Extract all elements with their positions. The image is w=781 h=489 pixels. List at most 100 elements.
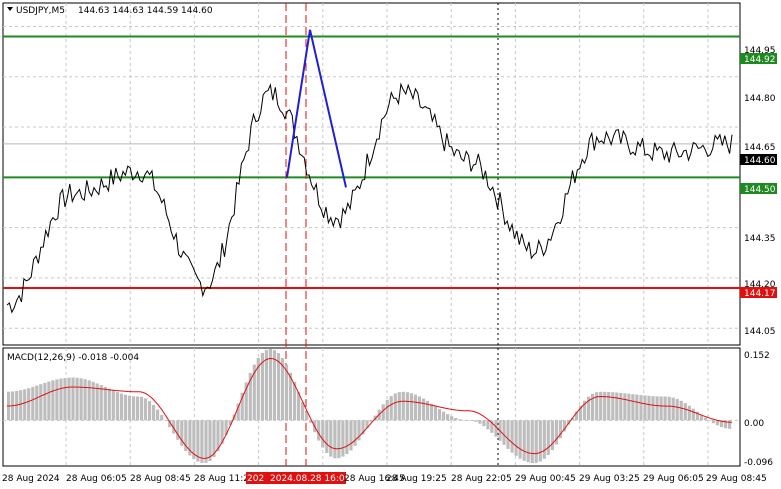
macd-histogram-bar: [462, 420, 466, 421]
macd-histogram-bar: [482, 420, 486, 427]
macd-histogram-bar: [135, 396, 140, 421]
macd-histogram-bar: [83, 379, 87, 421]
macd-histogram-bar: [675, 398, 679, 421]
macd-histogram-bar: [91, 381, 95, 421]
macd-histogram-bar: [578, 405, 583, 421]
price-pane[interactable]: [2, 2, 741, 346]
macd-tick: 0.00: [744, 419, 764, 429]
macd-histogram-bar: [204, 420, 208, 463]
time-label: 28 Aug 08:45: [130, 474, 191, 484]
macd-histogram-bar: [647, 395, 651, 421]
macd-histogram-bar: [530, 420, 534, 464]
macd-histogram-bar: [71, 377, 75, 421]
macd-histogram-bar: [131, 396, 136, 421]
macd-histogram-bar: [168, 420, 172, 428]
macd-histogram-bar: [591, 393, 595, 421]
macd-histogram-bar: [397, 392, 401, 421]
macd-histogram-bar: [603, 391, 607, 421]
macd-histogram-bar: [196, 420, 200, 462]
zigzag-line: [286, 29, 347, 188]
macd-histogram-bar: [293, 381, 297, 421]
macd-histogram-bar: [506, 420, 510, 449]
macd-histogram-bar: [143, 398, 148, 421]
time-label: 28 Aug 16:45: [344, 474, 405, 484]
macd-histogram-bar: [361, 420, 365, 435]
macd-histogram-bar: [35, 385, 39, 421]
macd-histogram-bar: [522, 420, 526, 461]
macd-tick: -0.096: [744, 458, 773, 468]
macd-histogram-bar: [631, 394, 635, 421]
macd-histogram-bar: [309, 420, 313, 423]
macd-title: MACD(12,26,9) -0.018 -0.004: [7, 353, 139, 363]
macd-histogram-bar: [248, 372, 252, 421]
macd-histogram-bar: [79, 378, 83, 421]
macd-histogram-bar: [349, 420, 353, 451]
macd-histogram-bar: [599, 391, 603, 421]
macd-histogram-bar: [385, 399, 389, 421]
macd-histogram-bar: [723, 420, 728, 429]
macd-histogram-bar: [43, 382, 47, 421]
macd-histogram-bar: [123, 394, 127, 421]
macd-histogram-bar: [75, 377, 79, 421]
macd-histogram-bar: [421, 398, 426, 421]
macd-histogram-bar: [450, 416, 454, 421]
macd-histogram-bar: [667, 396, 671, 421]
horizontal-levels[interactable]: [3, 35, 740, 289]
macd-histogram-bar: [554, 420, 558, 445]
macd-histogram-bar: [31, 386, 35, 421]
macd-histogram-bar: [707, 420, 711, 421]
macd-histogram-bar: [39, 384, 43, 421]
price-line: [6, 82, 733, 314]
macd-histogram-bar: [216, 420, 220, 452]
macd-histogram-bar: [691, 408, 695, 421]
time-label: 28 Aug 11:2: [194, 474, 249, 484]
macd-histogram-bar: [111, 390, 115, 421]
macd-histogram-bar: [619, 392, 623, 421]
macd-histogram-bar: [587, 396, 591, 421]
macd-histogram-bar: [595, 392, 599, 421]
time-label: 29 Aug 06:05: [643, 474, 704, 484]
macd-histogram-bar: [558, 420, 562, 439]
level-tag-144-50: [740, 183, 777, 194]
price-tick: 144.20: [744, 280, 776, 290]
macd-histogram-bar: [244, 382, 248, 421]
price-tick: 144.35: [744, 234, 776, 244]
macd-histogram-bar: [639, 395, 643, 421]
macd-histogram-bar: [458, 419, 462, 421]
macd-histogram-bar: [208, 420, 212, 461]
chart-ohlc: 144.63 144.63 144.59 144.60: [78, 6, 213, 16]
macd-histogram-bar: [409, 393, 413, 421]
macd-histogram-bar: [357, 420, 361, 441]
macd-histogram-bar: [107, 388, 111, 421]
time-highlight-text: 2024.08.28 16:05: [270, 474, 350, 484]
macd-histogram-bar: [103, 386, 107, 421]
macd-histogram-bar: [67, 377, 71, 421]
macd-histogram-bar: [615, 392, 619, 421]
collapse-arrow-icon[interactable]: [7, 7, 13, 11]
macd-histogram-bar: [699, 414, 703, 421]
macd-histogram-bar: [574, 411, 579, 421]
price-axis: 144.95 144.80 144.65 144.35 144.20 144.0…: [744, 46, 776, 337]
macd-histogram-bar: [220, 420, 224, 444]
macd-histogram-bar: [268, 349, 272, 421]
macd-histogram-bar: [99, 385, 103, 421]
macd-histogram-bar: [687, 405, 691, 421]
time-highlight-tag: [246, 472, 346, 484]
macd-histogram-bar: [55, 379, 59, 421]
macd-histogram-bar: [160, 415, 164, 421]
macd-histogram-bar: [184, 420, 188, 451]
level-tag-current: [740, 154, 777, 165]
macd-histogram-bar: [180, 420, 184, 446]
macd-histogram-bar: [212, 420, 216, 458]
macd-histogram-bar: [15, 391, 19, 421]
macd-histogram-bar: [192, 420, 196, 460]
macd-histogram-bar: [671, 397, 675, 421]
macd-histogram-bar: [715, 420, 720, 426]
macd-histogram-bar: [164, 420, 168, 421]
level-tag-144-17: [740, 287, 777, 298]
price-tick: 144.95: [744, 46, 776, 56]
macd-histogram-bar: [95, 383, 99, 421]
macd-histogram-bar: [711, 420, 716, 424]
time-label: 28 Aug 19:25: [386, 474, 447, 484]
